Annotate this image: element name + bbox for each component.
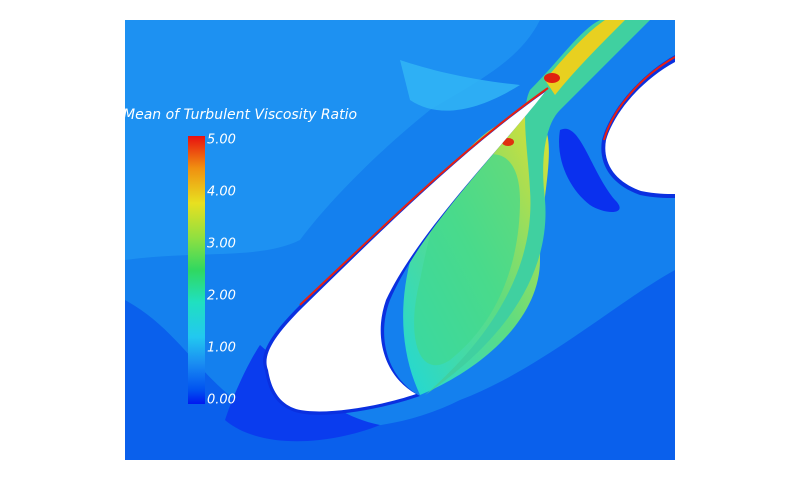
contour-field — [125, 20, 675, 460]
colorbar-scale — [188, 136, 205, 404]
colorbar: 0.00 1.00 2.00 3.00 4.00 5.00 — [188, 133, 236, 408]
colorbar-title: Mean of Turbulent Viscosity Ratio — [123, 107, 357, 123]
colorbar-tick-label: 2.00 — [207, 289, 236, 304]
colorbar-tick-label: 4.00 — [207, 185, 236, 200]
colorbar-tick-label: 1.00 — [207, 341, 236, 356]
colorbar-tick-label: 3.00 — [207, 237, 236, 252]
colorbar-tick-label: 0.00 — [207, 393, 236, 408]
colorbar-tick-label: 5.00 — [207, 133, 236, 148]
